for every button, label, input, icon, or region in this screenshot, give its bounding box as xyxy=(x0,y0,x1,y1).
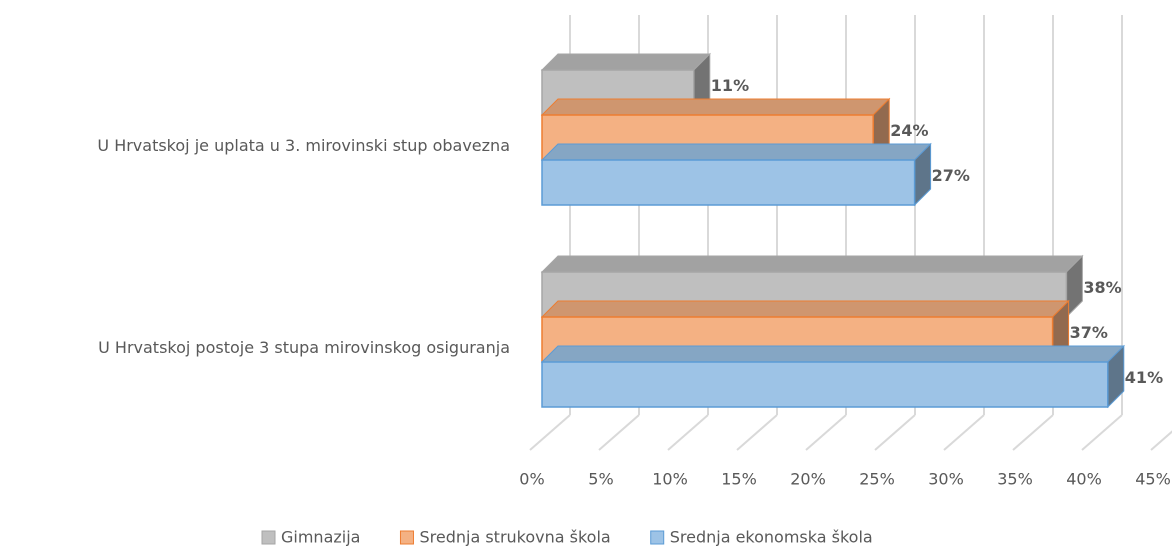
bar xyxy=(541,159,916,206)
category-label: U Hrvatskoj postoje 3 stupa mirovinskog … xyxy=(98,338,510,357)
value-label: 38% xyxy=(1083,278,1121,297)
value-label: 11% xyxy=(711,76,749,95)
bar-top xyxy=(540,300,1070,318)
floor-line xyxy=(1012,414,1054,451)
floor-line xyxy=(874,414,916,451)
x-tick-label: 40% xyxy=(1066,470,1102,489)
floor-line xyxy=(529,414,571,451)
bar-top xyxy=(540,143,932,161)
floor-line xyxy=(667,414,709,451)
floor-line xyxy=(805,414,847,451)
x-tick-label: 5% xyxy=(588,470,613,489)
bar-top xyxy=(540,98,891,116)
x-tick-label: 20% xyxy=(790,470,826,489)
legend-label: Gimnazija xyxy=(281,528,360,547)
x-tick-label: 35% xyxy=(997,470,1033,489)
x-tick-label: 25% xyxy=(859,470,895,489)
floor-line xyxy=(1081,414,1123,451)
floor-line xyxy=(943,414,985,451)
bar-top xyxy=(540,345,1126,363)
legend-label: Srednja strukovna škola xyxy=(419,528,610,547)
legend-swatch xyxy=(261,530,276,545)
bar-top xyxy=(540,53,712,71)
bar-top xyxy=(540,255,1084,273)
legend-swatch xyxy=(650,530,665,545)
x-tick-label: 0% xyxy=(519,470,544,489)
value-label: 37% xyxy=(1070,323,1108,342)
floor-line xyxy=(736,414,778,451)
legend-label: Srednja ekonomska škola xyxy=(670,528,873,547)
category-label: U Hrvatskoj je uplata u 3. mirovinski st… xyxy=(97,136,510,155)
floor-line xyxy=(598,414,640,451)
x-tick-label: 30% xyxy=(928,470,964,489)
bar xyxy=(541,361,1109,408)
legend-swatch xyxy=(399,530,414,545)
value-label: 24% xyxy=(890,121,928,140)
value-label: 41% xyxy=(1125,368,1163,387)
value-label: 27% xyxy=(932,166,970,185)
x-tick-label: 15% xyxy=(721,470,757,489)
x-tick-label: 45% xyxy=(1135,470,1171,489)
floor-line xyxy=(1150,430,1172,451)
x-tick-label: 10% xyxy=(652,470,688,489)
